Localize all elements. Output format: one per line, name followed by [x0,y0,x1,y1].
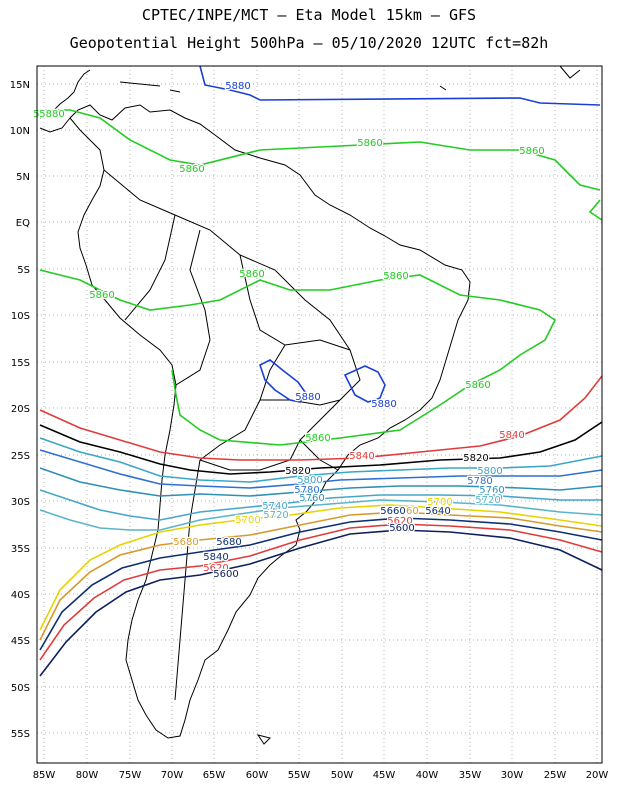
contour-label-5860: 5860 [239,269,264,280]
lat-tick-label: 15S [11,358,30,369]
contour-label-5620: 5620 [203,563,228,574]
contour-label-5820: 5820 [463,453,488,464]
lon-tick-label: 75W [119,770,142,781]
contour-label-5640: 5640 [425,506,450,517]
lon-tick-label: 35W [459,770,482,781]
contour-5660 [39,517,603,651]
lon-tick-label: 70W [161,770,184,781]
contour-label-5880: 5880 [371,399,396,410]
lat-tick-label: 20S [11,404,30,415]
contour-5800 [39,437,603,483]
contour-label-5840: 5840 [203,552,228,563]
contour-label-5820: 5820 [285,466,310,477]
contour-label-5600: 5600 [213,569,238,580]
lat-tick-label: 25S [11,451,30,462]
lon-tick-label: 80W [76,770,99,781]
lat-tick-label: 50S [11,683,30,694]
lon-tick-label: 50W [331,770,354,781]
lon-tick-label: 65W [203,770,226,781]
coastlines [39,65,581,745]
contour-label-5620: 5620 [387,516,412,527]
contour-label-5840: 5840 [349,451,374,462]
axis-tick-labels: 85W 80W 75W 70W 65W 60W 55W 50W 45W 40W 35W 30W 25W 2… [10,80,609,781]
lon-tick-label: 30W [501,770,524,781]
falkland-islands [256,734,271,745]
contour-5860-middle [39,269,557,446]
contour-5640 [39,523,603,661]
contour-label-5600: 5600 [389,523,414,534]
contour-label-5780: 5780 [467,476,492,487]
lat-tick-label: 5N [16,172,30,183]
contour-label-5880: 5880 [39,109,64,120]
lat-tick-label: 5S [17,265,30,276]
contour-label-5860: 5860 [383,271,408,282]
contour-label-5860: 5860 [519,146,544,157]
contour-label-5880: 5880 [225,81,250,92]
contour-label-5880: 5880 [295,392,320,403]
contour-5760 [39,467,603,497]
lat-tick-label: 55S [11,729,30,740]
contour-label-5700: 5700 [235,515,260,526]
contour-label-5860: 5860 [179,164,204,175]
contour-5840 [39,375,603,461]
contour-label-5860: 5860 [357,138,382,149]
map-title: CPTEC/INPE/MCT – Eta Model 15km – GFS [141,6,477,24]
contour-5880-interior-1 [259,359,306,403]
contour-label-5780: 5780 [294,485,319,496]
central-america-coastline [39,69,91,133]
map-subtitle: Geopotential Height 500hPa – 05/10/2020 … [69,34,549,52]
contour-label-5760: 5760 [299,493,324,504]
contour-label-5860: 5860 [465,380,490,391]
contour-5820 [39,421,603,475]
lon-tick-label: 40W [416,770,439,781]
lat-tick-label: EQ [16,218,30,229]
contour-label-5660: 5660 [393,506,418,517]
contour-5880-north [199,65,601,106]
contour-5860-north [40,109,603,221]
contour-5780 [39,449,603,489]
contour-label-5740: 5740 [262,501,287,512]
lon-tick-label: 25W [544,770,567,781]
contour-label-5800: 5800 [297,475,322,486]
lon-tick-label: 85W [33,770,56,781]
lat-tick-label: 45S [11,636,30,647]
contour-label-5720: 5720 [263,510,288,521]
contour-label-5680: 5680 [216,537,241,548]
contour-label-5720: 5720 [475,495,500,506]
lat-tick-label: 30S [11,497,30,508]
contour-label-5800: 5800 [477,466,502,477]
contour-5880-interior-2 [343,365,386,403]
contour-5740 [39,489,602,521]
contour-5720 [39,499,603,531]
contour-label-5860: 5860 [33,109,58,120]
contour-5700 [39,504,603,631]
contour-label-5660: 5660 [380,506,405,517]
contour-label-5860: 5860 [305,433,330,444]
caribbean-islands [119,65,581,93]
lon-tick-label: 20W [586,770,609,781]
map-frame [36,65,603,764]
contour-5620 [39,529,603,677]
contour-label-5700: 5700 [427,497,452,508]
lat-tick-label: 10S [11,311,30,322]
contour-label-5860: 5860 [89,290,114,301]
lon-tick-label: 45W [373,770,396,781]
south-america-coastline [69,104,471,739]
lat-tick-label: 15N [10,80,30,91]
contour-label-5840: 5840 [499,430,524,441]
lon-tick-label: 60W [246,770,269,781]
contour-label-5760: 5760 [479,485,504,496]
geopotential-contours [39,65,603,677]
lat-lon-grid [37,66,602,763]
lon-tick-label: 55W [288,770,311,781]
contour-label-5680: 5680 [173,537,198,548]
lat-tick-label: 35S [11,544,30,555]
lat-tick-label: 10N [10,126,30,137]
contour-label-5740: 5740 [477,493,502,504]
lat-tick-label: 40S [11,590,30,601]
contour-5680 [39,511,603,641]
